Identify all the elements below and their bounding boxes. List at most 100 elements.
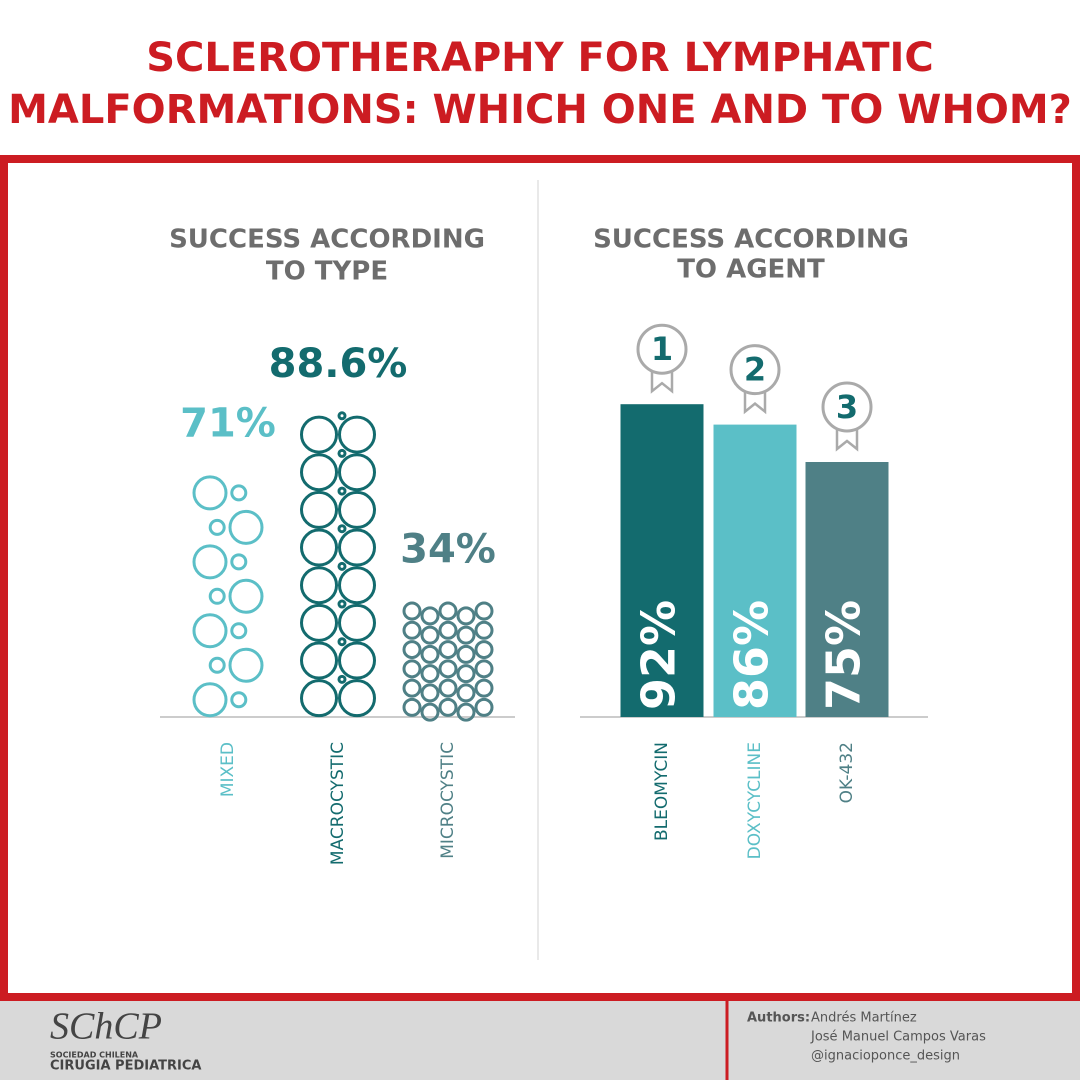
bubble xyxy=(456,683,476,703)
bubble xyxy=(420,702,440,722)
author: Andrés Martínez xyxy=(811,1011,917,1026)
logo-sub: SOCIEDAD CHILENA xyxy=(50,1051,139,1060)
section-title: TO TYPE xyxy=(266,257,388,287)
value-label: 75% xyxy=(817,600,871,710)
medal xyxy=(636,323,688,375)
logo-sub: CIRUGIA PEDIATRICA xyxy=(50,1059,201,1074)
bar xyxy=(805,462,889,717)
bubble xyxy=(474,640,494,660)
bubble xyxy=(338,453,376,492)
rank: 1 xyxy=(651,330,673,368)
medal xyxy=(729,344,781,396)
category-label: DOXYCYCLINE xyxy=(745,742,765,859)
medal xyxy=(821,381,873,433)
bubble xyxy=(420,644,440,664)
bubble xyxy=(456,644,476,664)
bubble xyxy=(456,702,476,722)
bubble xyxy=(338,566,376,605)
bubble xyxy=(192,613,228,649)
author: @ignacioponce_design xyxy=(811,1049,960,1064)
bubble xyxy=(420,683,440,703)
bubble xyxy=(230,553,248,571)
section-title: SUCCESS ACCORDING xyxy=(593,225,909,255)
rank: 2 xyxy=(744,351,766,389)
bubble xyxy=(338,528,376,567)
frame xyxy=(0,155,1080,1001)
bubble xyxy=(438,640,458,660)
bubble-column xyxy=(300,411,376,718)
bubble-column xyxy=(402,601,494,722)
bubble xyxy=(192,475,228,511)
bubble xyxy=(338,679,376,718)
bubble xyxy=(456,664,476,684)
bubble xyxy=(300,453,338,492)
bubble xyxy=(402,697,422,717)
bubble xyxy=(230,691,248,709)
bubble xyxy=(208,656,226,674)
rank: 3 xyxy=(836,388,858,426)
category-label: MIXED xyxy=(218,742,238,797)
bubble xyxy=(474,697,494,717)
bubble xyxy=(438,678,458,698)
bubble xyxy=(438,697,458,717)
bubble xyxy=(338,603,376,642)
category-label: MACROCYSTIC xyxy=(328,742,348,865)
bubble xyxy=(420,606,440,626)
bubble xyxy=(300,528,338,567)
bubble xyxy=(192,682,228,718)
bubble xyxy=(474,678,494,698)
bubble xyxy=(456,606,476,626)
bubble xyxy=(230,622,248,640)
bubble xyxy=(438,601,458,621)
bubble xyxy=(474,620,494,640)
bubble xyxy=(208,587,226,605)
bubble xyxy=(402,659,422,679)
bubble xyxy=(438,659,458,679)
bubble xyxy=(228,647,264,683)
category-label: OK-432 xyxy=(837,742,857,803)
value-label: 86% xyxy=(725,600,779,710)
bubble xyxy=(402,678,422,698)
bubble xyxy=(300,679,338,718)
bubble xyxy=(192,544,228,580)
bubble xyxy=(337,411,347,421)
bubble xyxy=(474,601,494,621)
bubble xyxy=(337,448,347,458)
bubble xyxy=(300,603,338,642)
bubble xyxy=(338,641,376,680)
bar xyxy=(713,424,797,717)
authors-label: Authors: xyxy=(747,1011,810,1026)
bubble xyxy=(228,578,264,614)
bubble xyxy=(337,599,347,609)
bubble xyxy=(402,620,422,640)
value-label: 88.6% xyxy=(269,341,408,387)
bubble xyxy=(337,486,347,496)
bubble xyxy=(402,640,422,660)
bubble xyxy=(474,659,494,679)
bubble xyxy=(337,524,347,534)
bubble xyxy=(337,561,347,571)
bubble xyxy=(438,620,458,640)
value-label: 34% xyxy=(400,526,496,572)
bubble xyxy=(337,637,347,647)
bubble xyxy=(300,566,338,605)
bubble xyxy=(338,415,376,454)
bubble-column xyxy=(192,475,264,718)
category-label: BLEOMYCIN xyxy=(652,742,672,841)
bubble xyxy=(300,415,338,454)
bubble xyxy=(420,625,440,645)
logo: SChCP xyxy=(50,1006,162,1048)
bubble xyxy=(338,490,376,529)
value-label: 92% xyxy=(632,600,686,710)
bubble xyxy=(208,518,226,536)
bubble xyxy=(456,625,476,645)
bubble xyxy=(230,484,248,502)
title: MALFORMATIONS: WHICH ONE AND TO WHOM? xyxy=(8,87,1072,133)
title: SCLEROTHERAPHY FOR LYMPHATIC xyxy=(146,35,934,81)
bubble xyxy=(228,509,264,545)
section-title: SUCCESS ACCORDING xyxy=(169,225,485,255)
bubble xyxy=(420,664,440,684)
